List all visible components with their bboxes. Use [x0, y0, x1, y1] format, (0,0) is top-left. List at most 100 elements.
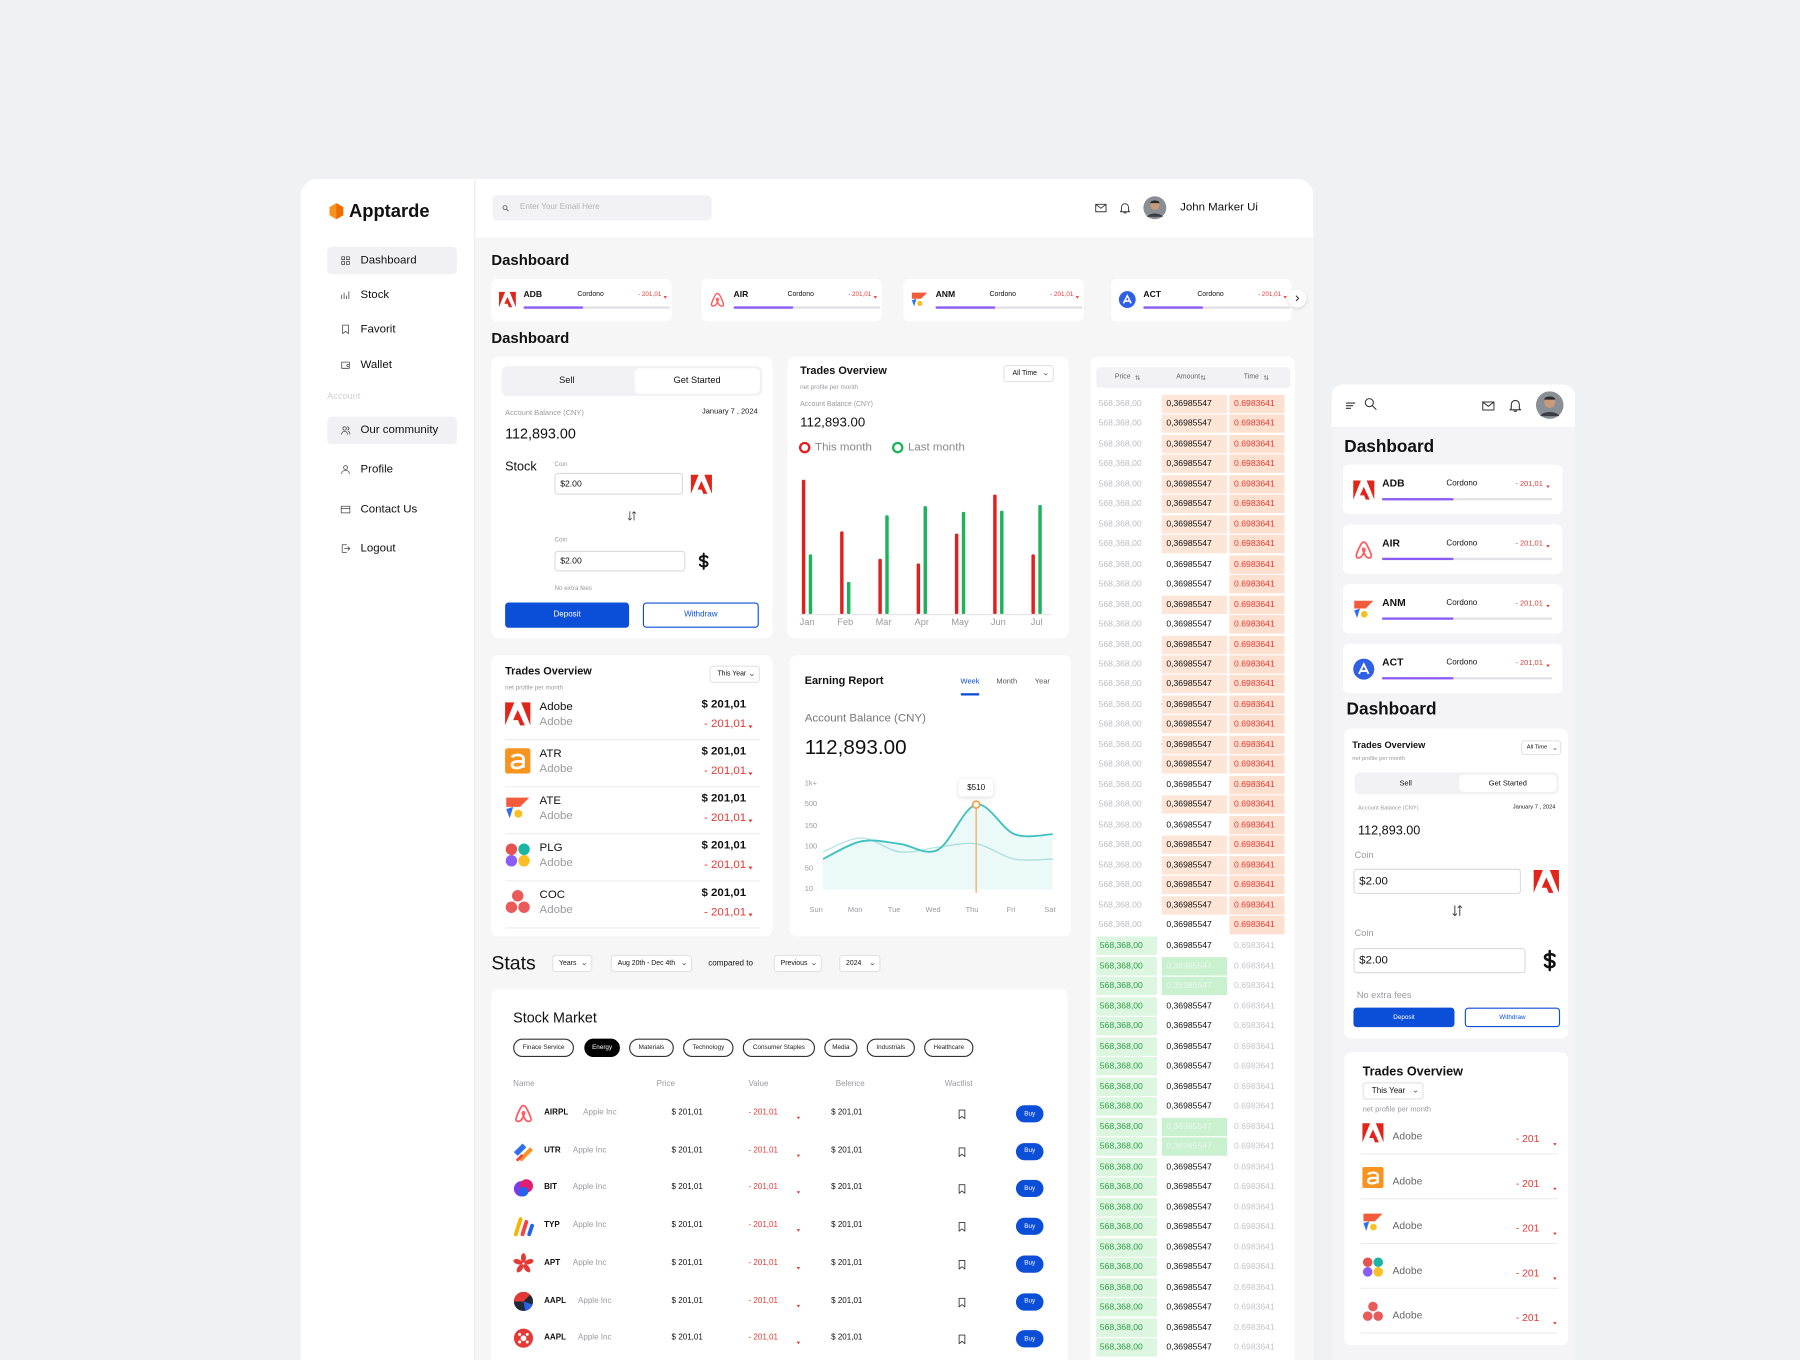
icon-part — [1413, 1090, 1418, 1093]
x-tick-label: Sun — [809, 906, 823, 915]
bookmark[interactable] — [956, 1221, 967, 1232]
ticker-card[interactable] — [903, 278, 1084, 322]
bookmark[interactable] — [956, 1334, 967, 1345]
buy-button[interactable] — [1015, 1217, 1044, 1236]
bell-icon[interactable] — [1118, 201, 1132, 215]
icon-part — [1200, 375, 1206, 380]
ticker-card[interactable] — [1343, 524, 1563, 574]
chip[interactable] — [629, 1038, 674, 1058]
coin-input[interactable] — [1353, 868, 1522, 895]
filter-dropdown[interactable] — [610, 954, 693, 973]
icon-part — [525, 1340, 529, 1344]
period-tab[interactable]: Month — [996, 677, 1018, 686]
menu-item[interactable]: Profile — [360, 463, 394, 476]
chip[interactable] — [683, 1038, 734, 1058]
buy-button[interactable] — [1015, 1105, 1044, 1123]
dropdown-arrow — [581, 961, 588, 968]
buy-amount: 0,36985547 — [1166, 1080, 1212, 1091]
ticker-card[interactable] — [491, 278, 672, 322]
period-tab[interactable]: Week — [960, 677, 980, 686]
chart-title: Earning Report — [804, 674, 884, 688]
price-bg — [1096, 1277, 1158, 1297]
icon-part — [1043, 373, 1048, 376]
menu-item[interactable]: Contact Us — [360, 503, 418, 516]
ticker-card[interactable] — [1343, 584, 1563, 634]
logo — [1352, 598, 1375, 621]
period-dropdown[interactable] — [709, 665, 760, 683]
search-icon[interactable] — [1363, 396, 1379, 412]
ticker-card[interactable] — [1343, 643, 1563, 694]
next-button[interactable] — [1288, 289, 1307, 308]
tab[interactable]: Sell — [559, 374, 575, 386]
bell-icon[interactable] — [1507, 397, 1523, 413]
search-box[interactable] — [492, 195, 712, 221]
period-dropdown[interactable] — [1362, 1082, 1424, 1100]
ticker-change: - 201,01 — [1515, 659, 1543, 668]
chip[interactable] — [742, 1038, 816, 1058]
bookmark[interactable] — [956, 1146, 967, 1157]
avatar[interactable] — [1535, 391, 1564, 419]
menu-item[interactable]: Our community — [360, 424, 439, 437]
ticker-track — [1382, 677, 1553, 680]
buy-button[interactable] — [1015, 1142, 1044, 1160]
icon-part — [341, 361, 350, 369]
chip[interactable] — [513, 1038, 574, 1058]
swap-icon[interactable] — [625, 509, 638, 522]
bookmark[interactable] — [956, 1296, 967, 1307]
item-change: - 201 — [1515, 1311, 1540, 1324]
deposit-button[interactable] — [505, 602, 630, 628]
chip[interactable] — [824, 1038, 858, 1058]
tab[interactable]: Get Started — [673, 374, 721, 386]
mail-icon[interactable] — [1480, 398, 1495, 413]
icon-part — [796, 1191, 801, 1195]
item-symbol: PLG — [539, 841, 563, 855]
tab[interactable]: Sell — [1399, 779, 1412, 788]
buy-button[interactable] — [1015, 1180, 1044, 1198]
logo — [512, 1327, 535, 1350]
ticker-card[interactable] — [1343, 464, 1563, 515]
icon-part — [750, 673, 754, 677]
icon-part — [515, 1104, 532, 1123]
buy-button[interactable] — [1015, 1292, 1044, 1311]
deposit-button[interactable] — [1353, 1007, 1455, 1028]
period-dropdown[interactable] — [1003, 364, 1054, 383]
chip[interactable] — [866, 1038, 915, 1058]
icon-part — [1367, 1171, 1379, 1185]
coin-input[interactable] — [554, 472, 684, 495]
period-dropdown[interactable] — [1521, 740, 1562, 756]
mail-icon[interactable] — [1094, 201, 1108, 215]
swap-icon[interactable] — [1449, 903, 1464, 918]
menu-item[interactable]: Logout — [360, 542, 396, 555]
menu-item[interactable]: Stock — [360, 288, 390, 302]
period-tab[interactable]: Year — [1034, 677, 1050, 686]
menu-item[interactable]: Dashboard — [360, 254, 417, 267]
icon-part — [1553, 1187, 1557, 1191]
icon-part — [1283, 296, 1287, 299]
ticker-track — [523, 306, 671, 309]
coin-input[interactable] — [1353, 947, 1526, 974]
buy-button[interactable] — [1015, 1255, 1044, 1273]
menu-icon[interactable] — [1344, 399, 1357, 412]
tab[interactable]: Get Started — [1488, 779, 1527, 788]
ticker-change: - 201,01 — [848, 291, 872, 299]
ticker-card[interactable] — [1111, 278, 1292, 322]
withdraw-button[interactable] — [642, 602, 759, 628]
amount-bg — [1161, 474, 1228, 494]
ticker-card[interactable] — [701, 278, 882, 322]
coin-input[interactable] — [554, 550, 686, 572]
avatar[interactable] — [1143, 196, 1167, 220]
icon-part — [1263, 375, 1269, 380]
chip-label: Healthcare — [933, 1044, 965, 1052]
buy-button[interactable] — [1015, 1330, 1044, 1348]
compare-dropdown[interactable] — [839, 954, 881, 973]
bookmark[interactable] — [956, 1184, 967, 1195]
bookmark[interactable] — [956, 1259, 967, 1270]
bookmark[interactable] — [956, 1109, 967, 1120]
menu-item[interactable]: Wallet — [360, 358, 392, 372]
menu-item[interactable]: Favorit — [360, 323, 396, 336]
chip[interactable] — [584, 1038, 620, 1058]
withdraw-button[interactable] — [1464, 1007, 1561, 1028]
filter-dropdown[interactable] — [552, 954, 593, 973]
compare-dropdown[interactable] — [773, 954, 822, 973]
chip[interactable] — [924, 1038, 974, 1058]
